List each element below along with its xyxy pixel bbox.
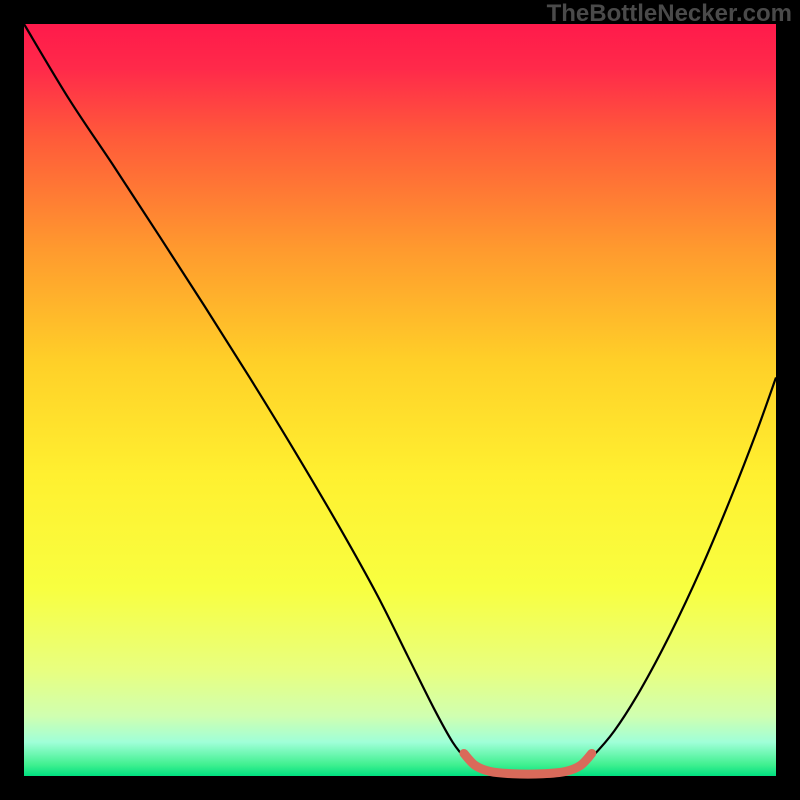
chart-container: TheBottleNecker.com bbox=[0, 0, 800, 800]
watermark-text: TheBottleNecker.com bbox=[547, 0, 792, 28]
gradient-background bbox=[24, 24, 776, 776]
plot-area bbox=[24, 24, 776, 776]
